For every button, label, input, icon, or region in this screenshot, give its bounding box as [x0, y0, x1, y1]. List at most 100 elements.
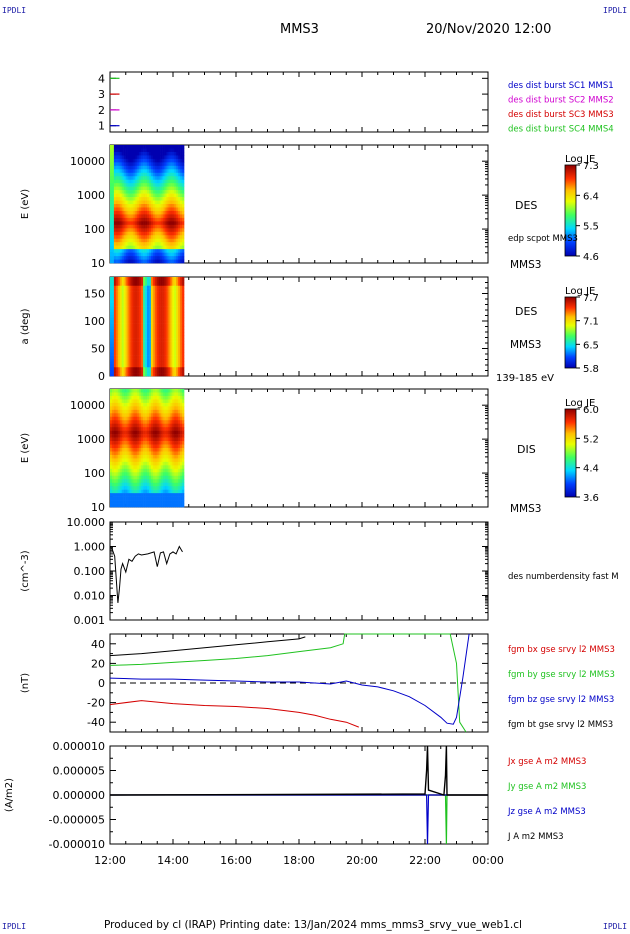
des-pitch-cell — [141, 349, 144, 353]
dis-energy-cell — [111, 399, 115, 404]
dis-energy-cell — [152, 444, 156, 449]
des-pitch-cell — [180, 291, 183, 295]
des-energy-cell — [164, 145, 167, 149]
des-pitch-cell — [174, 355, 177, 359]
des-pitch-cell — [164, 355, 167, 359]
des-pitch-cell — [168, 364, 171, 368]
des-pitch-cell — [147, 303, 150, 307]
des-pitch-cell — [133, 282, 136, 287]
dis-energy-cell — [170, 430, 173, 435]
des-energy-cell — [110, 172, 113, 177]
des-energy-cell — [172, 242, 175, 246]
dis-energy-cell — [145, 441, 148, 445]
dis-energy-cell — [174, 416, 177, 421]
dis-energy-cell — [119, 409, 122, 414]
des-energy-cell — [115, 235, 119, 240]
des-pitch-cell — [166, 367, 169, 371]
des-pitch-cell — [125, 338, 128, 342]
dis-energy-cell — [131, 472, 134, 477]
des-energy-cell — [150, 217, 154, 222]
des-energy-cell — [160, 221, 163, 226]
des-pitch-cell — [152, 349, 156, 353]
des-pitch-cell — [143, 323, 146, 327]
des-energy-cell — [121, 165, 124, 170]
dis-energy-cell — [162, 479, 165, 484]
des-energy-cell — [143, 221, 146, 226]
des-energy-cell — [156, 151, 159, 156]
dis-energy-cell — [162, 454, 165, 459]
dis-energy-cell — [119, 479, 122, 484]
des-energy-cell — [111, 169, 115, 174]
dis-energy-cell — [110, 395, 113, 400]
des-pitch-cell — [129, 323, 132, 327]
des-energy-cell — [131, 158, 134, 163]
des-energy-cell — [127, 158, 130, 163]
dis-energy-cell — [129, 479, 132, 484]
dis-energy-cell — [150, 500, 154, 504]
des-energy-cell — [148, 158, 152, 163]
des-pitch-cell — [139, 349, 142, 353]
des-energy-cell — [117, 155, 121, 160]
des-energy-cell — [141, 217, 144, 222]
dis-energy-cell — [127, 416, 130, 421]
des-energy-cell — [121, 204, 124, 208]
dis-energy-cell — [145, 482, 148, 487]
des-energy-cell — [121, 162, 124, 167]
des-energy-cell — [170, 256, 173, 260]
dis-energy-cell — [174, 395, 177, 400]
des-energy-cell — [119, 249, 122, 253]
dis-energy-cell — [137, 441, 140, 445]
des-pitch-cell — [129, 279, 132, 284]
dis-energy-cell — [131, 454, 134, 459]
des-pitch-cell — [168, 282, 171, 287]
dis-energy-cell — [160, 461, 163, 466]
dis-energy-cell — [123, 451, 126, 456]
dis-energy-cell — [145, 465, 148, 470]
dis-energy-cell — [127, 427, 130, 431]
des-energy-cell — [123, 231, 126, 236]
des-pitch-cell — [125, 343, 128, 348]
des-pitch-cell — [133, 329, 136, 333]
current-ytick-label: 0.000010 — [53, 740, 106, 753]
des-pitch-cell — [129, 341, 132, 345]
dis-energy-cell — [168, 437, 171, 442]
des-pitch-cell — [176, 300, 179, 304]
dis-energy-cell — [154, 392, 158, 397]
des-energy-cell — [123, 186, 126, 191]
des-energy-cell — [137, 193, 140, 198]
dis-energy-cell — [115, 399, 119, 404]
dis-energy-cell — [156, 458, 159, 463]
dis-energy-ytick-label: 10 — [91, 501, 105, 514]
des-energy-cell — [180, 169, 183, 174]
des-pitch-cell — [166, 361, 169, 365]
des-energy-cell — [123, 204, 126, 208]
dis-energy-cell — [127, 468, 130, 473]
des-energy-cell — [178, 231, 181, 236]
des-energy-cell — [150, 162, 154, 167]
des-pitch-cell — [172, 300, 175, 304]
des-energy-cell — [150, 204, 154, 208]
des-energy-cell — [154, 204, 158, 208]
des-energy-cell — [145, 193, 148, 198]
des-energy-cell — [176, 252, 179, 257]
des-pitch-cell — [115, 352, 119, 356]
dis-energy-cell — [123, 416, 126, 421]
dis-energy-cell — [129, 482, 132, 487]
des-pitch-cell — [154, 349, 158, 353]
des-pitch-cell — [110, 282, 113, 287]
des-energy-cell — [164, 224, 167, 229]
dis-energy-cell — [158, 500, 161, 504]
dis-energy-cell — [127, 451, 130, 456]
dis-energy-cell — [162, 465, 165, 470]
des-energy-cell — [129, 249, 132, 253]
dis-energy-cell — [125, 468, 128, 473]
des-energy-cell — [115, 214, 119, 219]
des-pitch-cell — [176, 294, 179, 298]
des-pitch-cell — [158, 279, 161, 284]
dis-energy-cell — [127, 454, 130, 459]
des-pitch-cell — [182, 373, 185, 377]
dis-energy-cell — [141, 489, 144, 494]
des-energy-cell — [129, 217, 132, 222]
des-pitch-cell — [160, 352, 163, 356]
dis-energy-cell — [182, 395, 185, 400]
